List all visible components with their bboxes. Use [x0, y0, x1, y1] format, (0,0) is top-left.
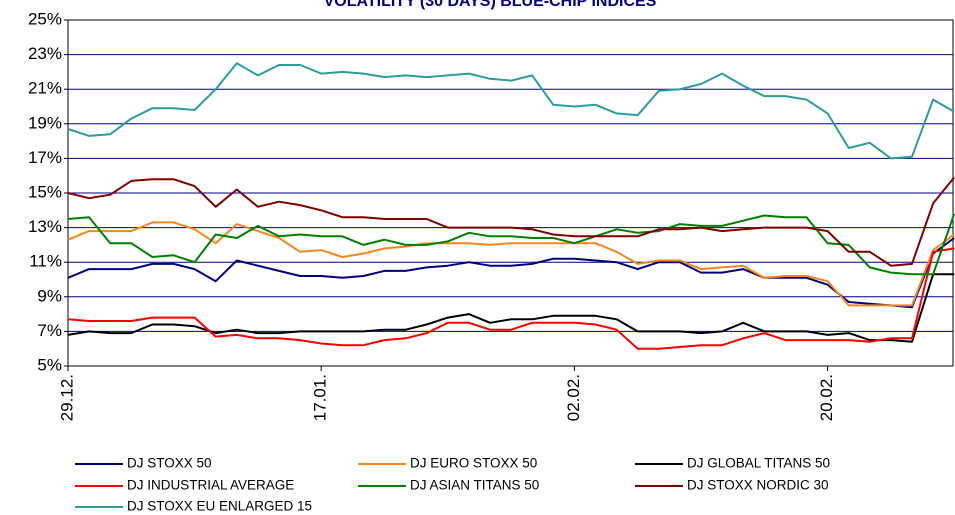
legend-label: DJ INDUSTRIAL AVERAGE — [127, 478, 294, 493]
series-line — [67, 273, 955, 343]
series-line — [67, 247, 955, 350]
y-tick-label: 11% — [29, 252, 62, 271]
y-tick-label: 5% — [37, 355, 62, 374]
legend-label: DJ STOXX EU ENLARGED 15 — [127, 499, 312, 514]
legend-label: DJ GLOBAL TITANS 50 — [687, 456, 830, 471]
series-line — [67, 213, 955, 276]
y-tick-label: 7% — [37, 321, 62, 340]
series-line — [67, 237, 955, 309]
y-tick-label: 13% — [28, 217, 62, 236]
x-tick-label: 29.12. — [57, 374, 76, 421]
y-tick-label: 9% — [37, 286, 62, 305]
y-tick-label: 15% — [28, 182, 62, 201]
x-tick-label: 17.01. — [311, 374, 330, 421]
series-line — [67, 62, 955, 160]
legend-label: DJ STOXX NORDIC 30 — [687, 478, 829, 493]
legend-label: DJ ASIAN TITANS 50 — [410, 478, 539, 493]
y-tick-label: 21% — [28, 79, 62, 98]
x-tick-label: 20.02. — [817, 374, 836, 421]
y-tick-label: 19% — [28, 113, 62, 132]
legend-label: DJ EURO STOXX 50 — [410, 456, 537, 471]
x-tick-label: 02.02. — [564, 374, 583, 421]
series-line — [67, 221, 955, 307]
y-tick-label: 17% — [28, 148, 62, 167]
y-tick-label: 25% — [28, 9, 62, 28]
chart-title: VOLATILITY (30 DAYS) BLUE-CHIP INDICES — [324, 0, 657, 10]
series-line — [67, 176, 955, 267]
y-tick-label: 23% — [28, 44, 62, 63]
legend-label: DJ STOXX 50 — [127, 456, 212, 471]
